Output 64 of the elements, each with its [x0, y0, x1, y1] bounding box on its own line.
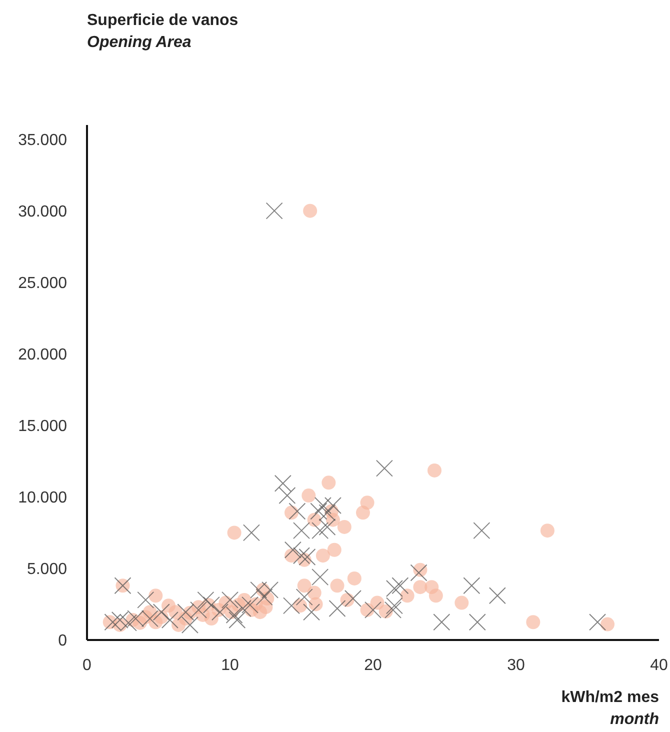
point	[314, 497, 332, 514]
x-tick-label: 0	[82, 657, 92, 674]
point	[589, 614, 606, 631]
point	[234, 600, 252, 618]
point	[177, 604, 194, 621]
point	[228, 611, 246, 628]
point	[303, 604, 320, 621]
point	[293, 547, 310, 564]
point	[328, 600, 346, 618]
point	[161, 611, 178, 628]
point	[410, 564, 428, 582]
point	[463, 577, 480, 594]
point	[278, 487, 296, 504]
point	[266, 202, 283, 220]
point	[137, 591, 154, 608]
point	[284, 541, 302, 558]
y-tick-label: 5.000	[26, 561, 68, 578]
point	[318, 504, 336, 522]
point	[296, 588, 313, 606]
point	[211, 604, 228, 621]
point	[312, 568, 329, 586]
x-axis-title: kWh/m2 mes month	[561, 689, 660, 728]
point	[386, 580, 403, 597]
point	[488, 587, 506, 604]
point	[433, 614, 450, 631]
point	[250, 581, 268, 598]
point	[190, 601, 208, 618]
x-tick-label: 30	[507, 657, 525, 674]
point	[282, 597, 300, 614]
y-tick-label: 30.000	[18, 203, 68, 220]
point	[324, 497, 342, 514]
x-tick-label: 10	[221, 657, 239, 674]
point	[392, 577, 409, 594]
y-axis-title: Superficie de vanos Opening Area	[87, 12, 238, 51]
y-tick-label: 35.000	[18, 132, 68, 149]
point	[242, 524, 260, 542]
y-tick-label: 15.000	[18, 418, 68, 436]
point	[386, 597, 403, 614]
point	[318, 518, 336, 536]
point	[384, 601, 402, 618]
y-tick-label: 20.000	[18, 346, 68, 364]
x-tick-label: 40	[650, 657, 668, 674]
point	[274, 474, 292, 492]
y-tick-label: 0	[58, 632, 68, 650]
point	[226, 606, 243, 624]
point	[222, 591, 238, 608]
point	[344, 590, 362, 608]
point	[181, 616, 198, 634]
y-tick-label: 25.000	[18, 274, 68, 292]
point	[256, 588, 273, 606]
point	[242, 596, 259, 614]
point	[262, 581, 279, 598]
point	[197, 591, 214, 608]
point	[202, 596, 220, 614]
point	[298, 548, 316, 566]
point	[376, 460, 393, 477]
point	[468, 614, 486, 631]
point	[288, 502, 306, 520]
point	[310, 502, 328, 520]
x-tick-label: 20	[364, 657, 382, 674]
point	[473, 522, 490, 540]
y-tick-label: 10.000	[18, 490, 68, 507]
point	[364, 601, 382, 618]
point	[152, 604, 170, 621]
